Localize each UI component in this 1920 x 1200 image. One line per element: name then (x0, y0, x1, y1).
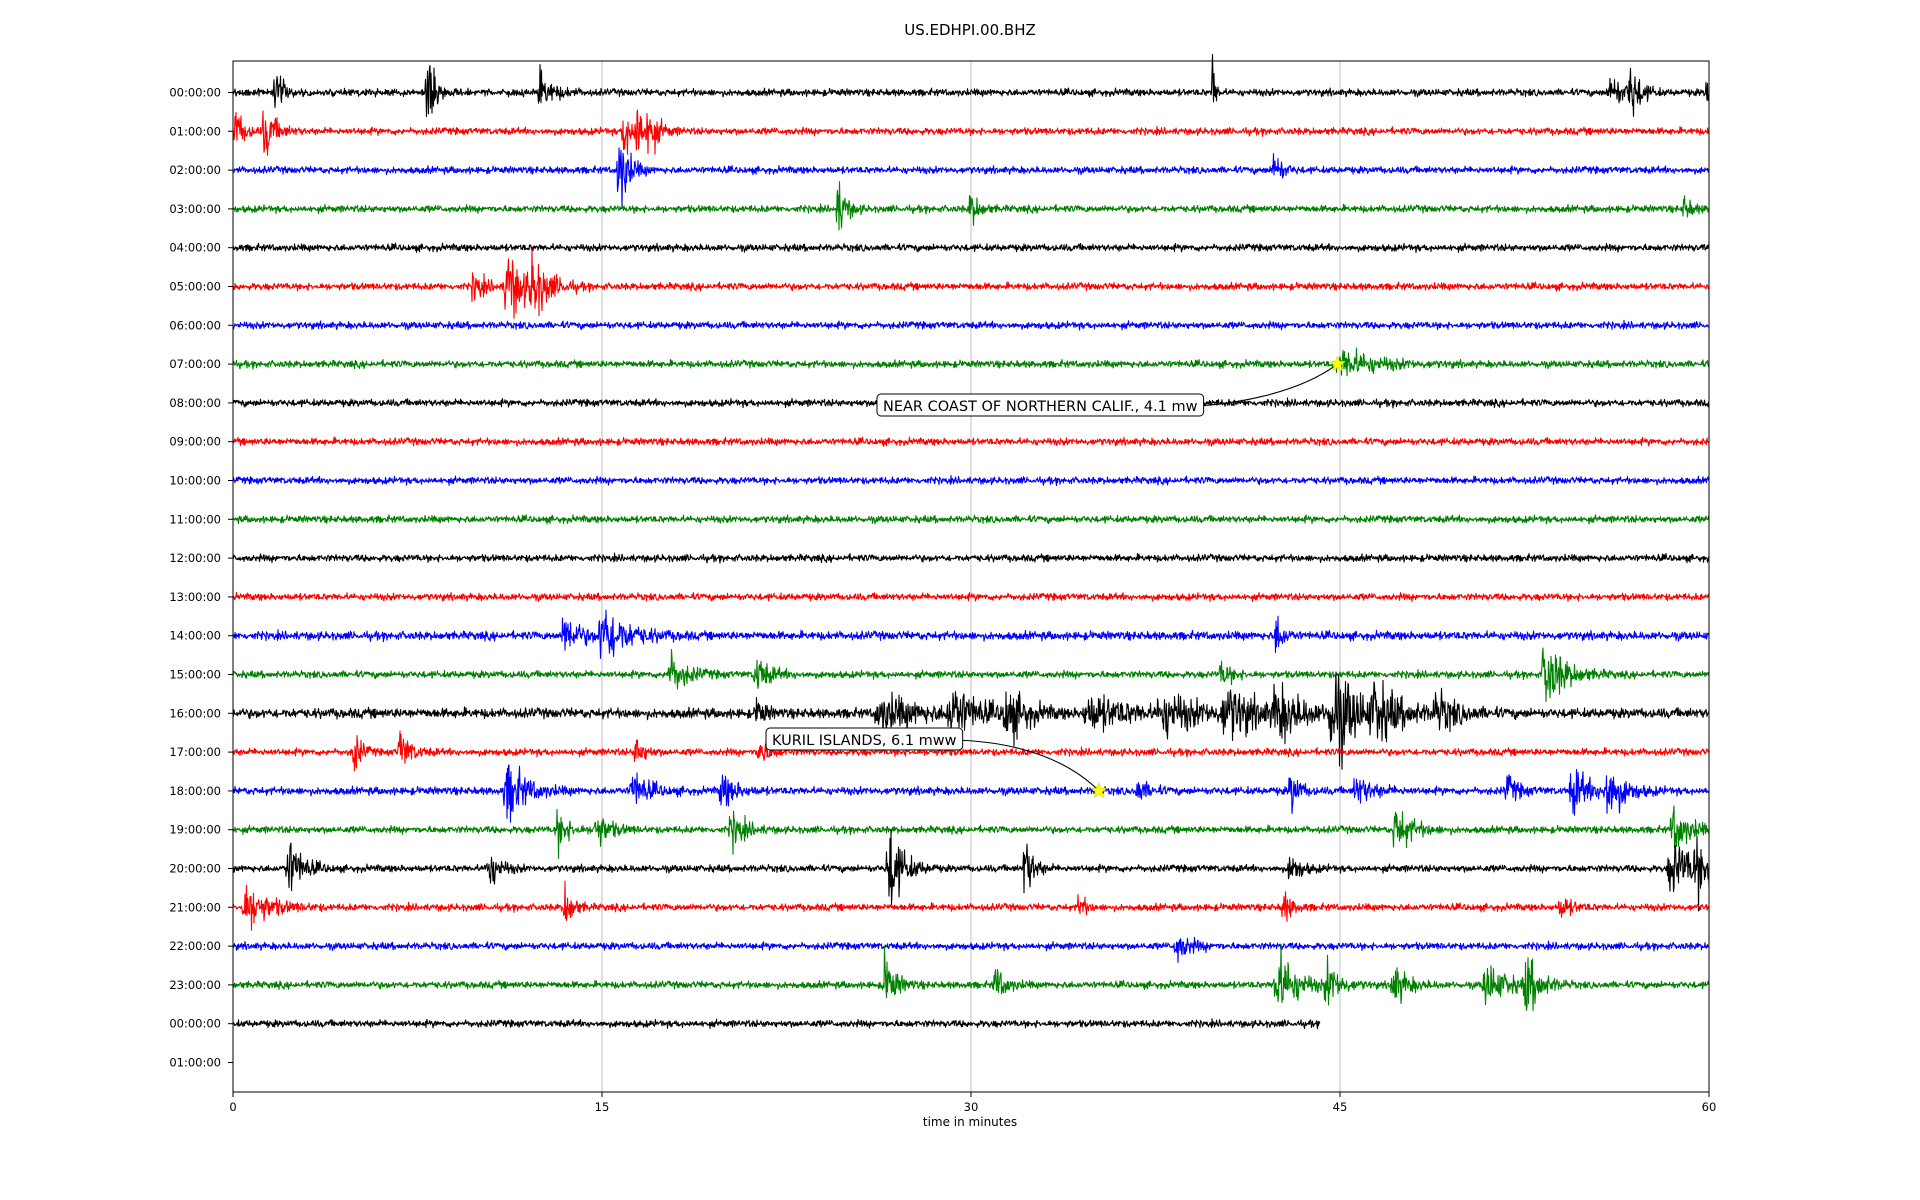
annotation-connector (950, 739, 1100, 792)
y-tick-label: 14:00:00 (169, 629, 221, 643)
y-axis-ticks: 00:00:00 01:00:00 02:00:00 03:00:00 04:00:00… (169, 86, 233, 1070)
y-tick-label: 15:00:00 (169, 668, 221, 682)
y-tick-label: 21:00:00 (169, 900, 221, 914)
y-tick-label: 00:00:00 (169, 86, 221, 100)
trace-line-23 (232, 943, 1710, 1012)
trace-line-3 (232, 181, 1710, 231)
trace-line-15 (232, 647, 1710, 703)
y-tick-label: 18:00:00 (169, 784, 221, 798)
trace-line-17 (232, 730, 1710, 772)
annotation-label: NEAR COAST OF NORTHERN CALIF., 4.1 mw (883, 399, 1198, 415)
trace-line-0 (232, 53, 1710, 118)
trace-line-21 (232, 880, 1710, 931)
y-tick-label: 17:00:00 (169, 745, 221, 759)
y-tick-label: 10:00:00 (169, 474, 221, 488)
x-axis-ticks: 0 15 30 45 60 (229, 1092, 1716, 1114)
y-tick-label: 20:00:00 (169, 862, 221, 876)
event-star-marker (1329, 355, 1346, 372)
y-tick-label: 19:00:00 (169, 823, 221, 837)
x-tick-label: 30 (964, 1100, 979, 1114)
y-tick-label: 12:00:00 (169, 551, 221, 565)
y-tick-label: 22:00:00 (169, 939, 221, 953)
trace-line-18 (232, 764, 1710, 823)
trace-line-11 (232, 514, 1710, 525)
event-star-marker (1090, 782, 1108, 799)
trace-line-19 (232, 805, 1710, 860)
event-annotations: NEAR COAST OF NORTHERN CALIF., 4.1 mw KUR… (765, 355, 1346, 799)
trace-line-24 (232, 1018, 1321, 1030)
trace-line-6 (232, 319, 1710, 331)
trace-line-16 (232, 671, 1710, 770)
y-tick-label: 01:00:00 (169, 124, 221, 138)
y-tick-label: 06:00:00 (169, 318, 221, 332)
y-tick-label: 16:00:00 (169, 706, 221, 720)
y-tick-label: 00:00:00 (169, 1017, 221, 1031)
trace-line-20 (232, 828, 1710, 912)
y-tick-label: 09:00:00 (169, 435, 221, 449)
y-tick-label: 07:00:00 (169, 357, 221, 371)
x-tick-label: 0 (229, 1100, 236, 1114)
trace-line-10 (232, 474, 1710, 487)
y-tick-label: 02:00:00 (169, 163, 221, 177)
trace-line-12 (232, 552, 1710, 564)
trace-line-22 (232, 936, 1710, 963)
y-tick-label: 05:00:00 (169, 280, 221, 294)
annotation-box (765, 727, 964, 751)
annotation-box (876, 393, 1205, 417)
y-tick-label: 11:00:00 (169, 512, 221, 526)
trace-line-13 (232, 591, 1710, 603)
y-tick-label: 13:00:00 (169, 590, 221, 604)
chart-title: US.EDHPI.00.BHZ (904, 21, 1036, 39)
y-tick-label: 08:00:00 (169, 396, 221, 410)
trace-line-9 (232, 436, 1710, 447)
trace-line-7 (232, 347, 1710, 377)
trace-line-2 (232, 147, 1710, 210)
x-axis-label: time in minutes (923, 1115, 1017, 1129)
annotation-label: KURIL ISLANDS, 6.1 mww (772, 733, 957, 749)
x-tick-label: 60 (1702, 1100, 1717, 1114)
trace-line-1 (232, 109, 1710, 156)
y-tick-label: 23:00:00 (169, 978, 221, 992)
trace-line-4 (232, 242, 1710, 253)
trace-line-5 (232, 248, 1710, 319)
y-tick-label: 04:00:00 (169, 241, 221, 255)
x-tick-label: 45 (1333, 1100, 1348, 1114)
x-tick-label: 15 (595, 1100, 610, 1114)
y-tick-label: 03:00:00 (169, 202, 221, 216)
trace-line-14 (232, 609, 1710, 659)
y-tick-label: 01:00:00 (169, 1056, 221, 1070)
